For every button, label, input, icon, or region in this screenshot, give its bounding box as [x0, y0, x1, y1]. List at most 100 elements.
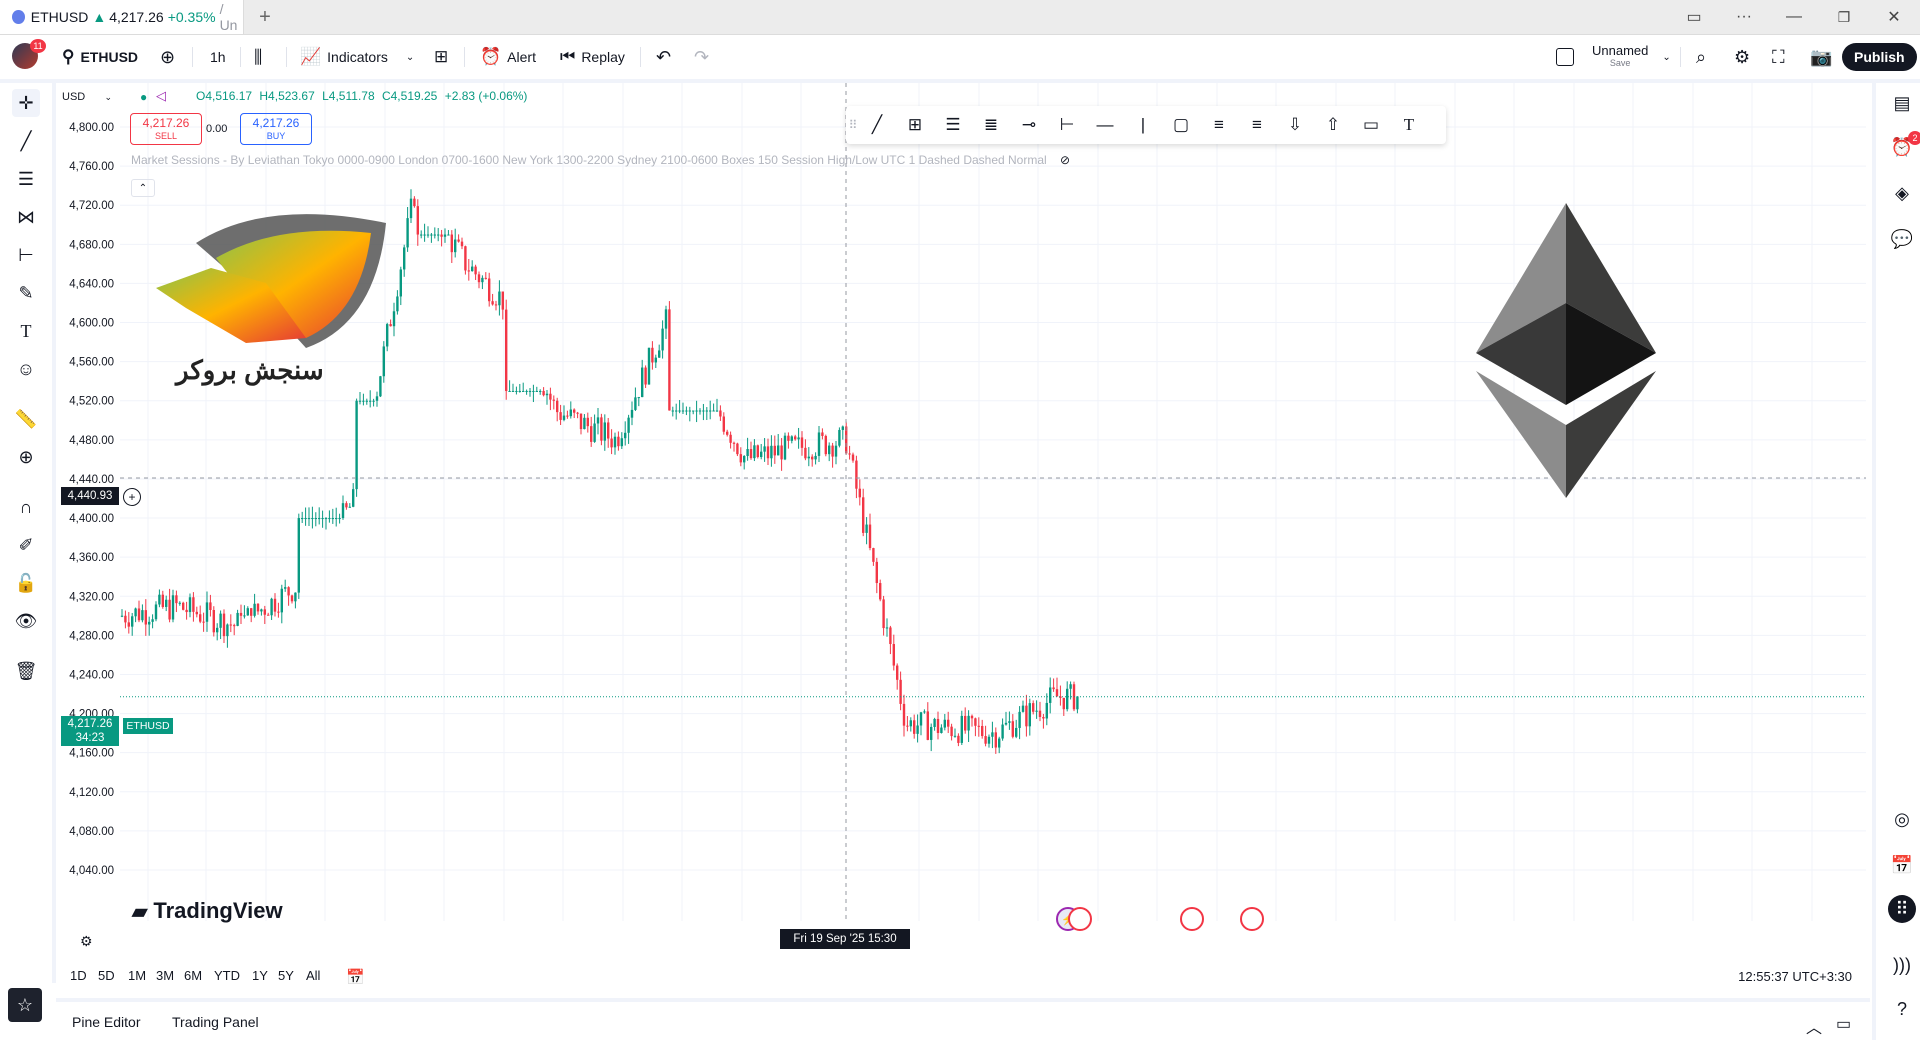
range-6m[interactable]: 6M	[184, 968, 203, 983]
range-1y[interactable]: 1Y	[252, 968, 268, 983]
help-icon[interactable]: ?	[1896, 998, 1907, 1019]
sell-button[interactable]: 4,217.26 SELL	[130, 113, 202, 145]
publish-button[interactable]: Publish	[1842, 43, 1917, 71]
redo-icon[interactable]: ↷	[694, 46, 710, 67]
alerts-clock-icon[interactable]: ⏰	[1890, 136, 1914, 157]
minimize-icon[interactable]: —	[1786, 8, 1802, 25]
favorites-star-icon[interactable]: ☆	[8, 988, 42, 1022]
channel-icon[interactable]: ≣	[983, 115, 999, 134]
indicator-legend[interactable]: Market Sessions - By Leviathan Tokyo 000…	[131, 153, 1070, 167]
fib-icon[interactable]: ☰	[945, 115, 961, 134]
us-flag-event-icon[interactable]	[1180, 907, 1204, 931]
arrow-up-icon[interactable]: ⇧	[1325, 115, 1341, 134]
maximize-panel-icon[interactable]: ▭	[1836, 1016, 1852, 1033]
emoji-icon[interactable]: ☺	[16, 358, 36, 379]
clock[interactable]: 12:55:37 UTC+3:30	[1738, 969, 1852, 984]
replay-button[interactable]: ⏮ Replay	[560, 41, 625, 73]
range-1m[interactable]: 1M	[128, 968, 147, 983]
lock-icon[interactable]: 🔓	[14, 572, 38, 593]
tab-pine-editor[interactable]: Pine Editor	[72, 1014, 141, 1030]
arrow-down-icon[interactable]: ⇩	[1287, 115, 1303, 134]
range-5y[interactable]: 5Y	[278, 968, 294, 983]
lock-drawing-icon[interactable]: ✐	[18, 534, 34, 555]
candle-body	[229, 624, 232, 626]
layers-icon[interactable]: ◈	[1895, 182, 1909, 203]
projection-icon[interactable]: ⊢	[18, 244, 34, 265]
trend-line-icon[interactable]: ╱	[20, 130, 32, 151]
tab-trading-panel[interactable]: Trading Panel	[172, 1014, 259, 1030]
zoom-in-icon[interactable]: ⊕	[18, 446, 34, 467]
fib-retracement-icon[interactable]: ☰	[17, 168, 35, 189]
share-icon[interactable]: ◁	[156, 88, 166, 103]
horizontal-line-icon[interactable]: —	[1096, 115, 1114, 134]
pattern-icon[interactable]: ⋈	[17, 206, 35, 227]
new-tab-button[interactable]: +	[259, 5, 271, 28]
currency-select[interactable]: USD ⌄	[62, 87, 112, 107]
candle-body	[440, 234, 443, 237]
settings-gear-icon[interactable]: ⚙	[1734, 46, 1751, 67]
interval-button[interactable]: 1h	[210, 49, 226, 65]
more-icon[interactable]: ···	[1736, 8, 1752, 25]
add-alert-plus-icon[interactable]: +	[123, 488, 141, 506]
candle-body	[957, 735, 960, 743]
range-all[interactable]: All	[306, 968, 321, 983]
calendar-icon[interactable]: 📅	[1890, 854, 1914, 875]
range-1d[interactable]: 1D	[70, 968, 87, 983]
goto-date-icon[interactable]: 📅	[346, 969, 365, 986]
timezone-settings-icon[interactable]: ⚙	[80, 933, 93, 949]
horizontal-ray-icon[interactable]: ⊸	[1021, 115, 1037, 134]
ruler-icon[interactable]: 📏	[14, 408, 38, 429]
restore-icon[interactable]: ❐	[1837, 8, 1851, 25]
price-range-icon[interactable]: ≡	[1214, 115, 1224, 134]
chart-pane[interactable]: 4,800.00 4,760.00 4,720.00 4,680.00 4,640.00…	[56, 83, 1870, 949]
candle-body	[498, 291, 501, 306]
collapse-legend-button[interactable]: ⌃	[131, 179, 155, 197]
long-position-icon[interactable]: ≡	[1252, 115, 1262, 134]
candle-body	[661, 328, 664, 351]
us-flag-event-icon[interactable]	[1240, 907, 1264, 931]
candles-icon[interactable]: ⫼	[254, 46, 263, 67]
grid-tool-icon[interactable]: ⊞	[907, 115, 923, 134]
close-icon[interactable]: ✕	[1887, 9, 1901, 26]
crosshair-icon[interactable]: ✛	[12, 89, 40, 117]
fullscreen-icon[interactable]: ⛶	[1772, 46, 1785, 67]
magnet-icon[interactable]: ∩	[19, 496, 33, 517]
symbol-search-button[interactable]: ⚲ ETHUSD	[62, 41, 138, 73]
range-ytd[interactable]: YTD	[214, 968, 240, 983]
candle-body	[297, 518, 300, 593]
rectangle-icon[interactable]: ▢	[1172, 115, 1190, 134]
text-icon[interactable]: T	[1403, 115, 1415, 134]
drag-handle-icon[interactable]: ⠿	[848, 118, 858, 132]
broadcast-icon[interactable]: )))	[1893, 954, 1911, 975]
camera-icon[interactable]: 📷	[1810, 46, 1833, 67]
buy-button[interactable]: 4,217.26 BUY	[240, 113, 312, 145]
screen-icon[interactable]: ▭	[1686, 9, 1702, 26]
range-3m[interactable]: 3M	[156, 968, 175, 983]
hidden-eye-icon[interactable]: ⊘	[1060, 153, 1071, 167]
undo-icon[interactable]: ↶	[656, 46, 672, 67]
callout-icon[interactable]: ▭	[1362, 115, 1380, 134]
range-5d[interactable]: 5D	[98, 968, 115, 983]
text-tool-icon[interactable]: T	[20, 320, 32, 341]
broker-logo	[156, 214, 386, 348]
indicators-button[interactable]: 📈 Indicators ⌄	[300, 41, 414, 73]
vertical-line-icon[interactable]: |	[1140, 115, 1146, 134]
brush-icon[interactable]: ✎	[18, 282, 34, 303]
layouts-icon[interactable]: ⊞	[434, 47, 449, 66]
tradingview-logo[interactable]: ▰ TradingView	[132, 898, 283, 924]
quick-search-icon[interactable]: ⌕	[1696, 46, 1707, 67]
line-icon[interactable]: ╱	[871, 115, 883, 134]
trash-icon[interactable]: 🗑	[14, 660, 38, 681]
layout-menu-button[interactable]: Unnamed Save ⌄	[1556, 41, 1671, 73]
apps-grid-icon[interactable]: ⠿	[1888, 895, 1916, 923]
us-flag-event-icon[interactable]	[1068, 907, 1092, 931]
chat-icon[interactable]: 💬	[1890, 228, 1914, 249]
chevron-up-icon[interactable]: ︿	[1806, 1020, 1823, 1037]
alert-button[interactable]: ⏰ Alert	[480, 41, 536, 73]
browser-tab[interactable]: ETHUSD ▲ 4,217.26 +0.35% / Un	[0, 0, 244, 34]
date-range-icon[interactable]: ⊢	[1059, 115, 1075, 134]
eye-icon[interactable]: 👁	[14, 610, 38, 631]
watchlist-icon[interactable]: ▤	[1893, 92, 1911, 113]
compare-symbol-button[interactable]: ⊕	[160, 46, 176, 67]
target-icon[interactable]: ◎	[1894, 808, 1910, 829]
